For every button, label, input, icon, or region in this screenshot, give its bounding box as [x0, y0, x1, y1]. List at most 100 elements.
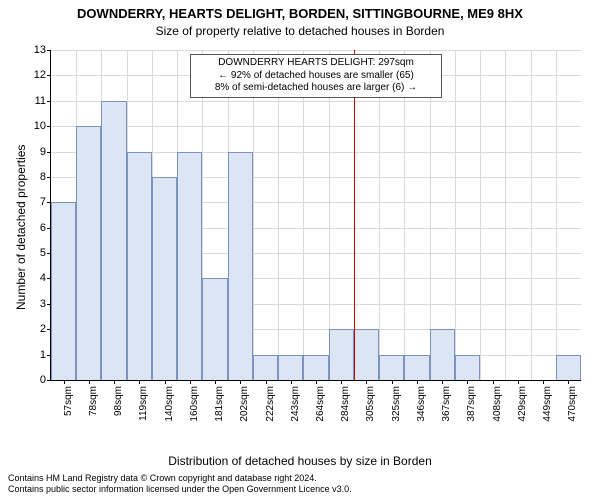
histogram-bar: [127, 152, 152, 380]
chart-subtitle: Size of property relative to detached ho…: [0, 24, 600, 38]
x-tick-mark: [316, 380, 317, 384]
y-tick-mark: [47, 126, 51, 127]
histogram-bar: [101, 101, 126, 380]
y-tick-label: 7: [40, 196, 46, 208]
annotation-line: DOWNDERRY HEARTS DELIGHT: 297sqm: [195, 57, 437, 70]
histogram-bar: [404, 355, 429, 380]
y-tick-label: 10: [34, 120, 46, 132]
x-tick-label: 408sqm: [492, 386, 503, 430]
x-tick-label: 367sqm: [441, 386, 452, 430]
footer-line-2: Contains public sector information licen…: [8, 484, 352, 496]
x-tick-label: 305sqm: [365, 386, 376, 430]
x-tick-label: 429sqm: [517, 386, 528, 430]
annotation-line: ← 92% of detached houses are smaller (65…: [195, 70, 437, 83]
x-tick-mark: [493, 380, 494, 384]
gridline-horizontal: [51, 126, 581, 127]
x-tick-label: 98sqm: [113, 386, 124, 430]
x-tick-mark: [114, 380, 115, 384]
histogram-bar: [253, 355, 278, 380]
histogram-bar: [278, 355, 303, 380]
x-tick-label: 181sqm: [214, 386, 225, 430]
x-tick-label: 57sqm: [63, 386, 74, 430]
histogram-bar: [303, 355, 328, 380]
x-tick-mark: [165, 380, 166, 384]
x-tick-label: 222sqm: [265, 386, 276, 430]
gridline-vertical: [455, 50, 456, 380]
x-tick-label: 264sqm: [315, 386, 326, 430]
y-tick-mark: [47, 50, 51, 51]
x-tick-mark: [568, 380, 569, 384]
y-tick-label: 2: [40, 323, 46, 335]
histogram-bar: [228, 152, 253, 380]
y-tick-mark: [47, 380, 51, 381]
gridline-vertical: [505, 50, 506, 380]
x-tick-mark: [543, 380, 544, 384]
y-tick-label: 11: [35, 95, 46, 107]
histogram-bar: [329, 329, 354, 380]
histogram-bar: [556, 355, 581, 380]
x-tick-mark: [341, 380, 342, 384]
x-tick-label: 119sqm: [138, 386, 149, 430]
y-tick-mark: [47, 101, 51, 102]
x-axis-label: Distribution of detached houses by size …: [0, 454, 600, 468]
x-tick-mark: [215, 380, 216, 384]
x-tick-label: 140sqm: [164, 386, 175, 430]
histogram-bar: [354, 329, 379, 380]
y-tick-label: 12: [34, 69, 46, 81]
histogram-bar: [202, 278, 227, 380]
gridline-vertical: [253, 50, 254, 380]
plot-area: [50, 50, 581, 381]
x-tick-label: 449sqm: [542, 386, 553, 430]
gridline-horizontal: [51, 101, 581, 102]
y-tick-label: 1: [40, 349, 46, 361]
x-tick-label: 78sqm: [88, 386, 99, 430]
gridline-vertical: [303, 50, 304, 380]
footer-text: Contains HM Land Registry data © Crown c…: [8, 473, 352, 496]
x-tick-label: 325sqm: [391, 386, 402, 430]
histogram-bar: [76, 126, 101, 380]
x-tick-label: 243sqm: [290, 386, 301, 430]
x-tick-mark: [240, 380, 241, 384]
x-tick-label: 470sqm: [567, 386, 578, 430]
annotation-box: DOWNDERRY HEARTS DELIGHT: 297sqm← 92% of…: [190, 54, 442, 98]
y-tick-label: 5: [40, 247, 46, 259]
histogram-bar: [152, 177, 177, 380]
gridline-vertical: [404, 50, 405, 380]
x-tick-mark: [89, 380, 90, 384]
x-tick-mark: [139, 380, 140, 384]
annotation-line: 8% of semi-detached houses are larger (6…: [195, 82, 437, 95]
y-axis-label: Number of detached properties: [14, 145, 28, 310]
gridline-vertical: [531, 50, 532, 380]
gridline-vertical: [379, 50, 380, 380]
gridline-horizontal: [51, 50, 581, 51]
x-tick-mark: [518, 380, 519, 384]
x-tick-label: 160sqm: [189, 386, 200, 430]
x-tick-mark: [417, 380, 418, 384]
footer-line-1: Contains HM Land Registry data © Crown c…: [8, 473, 352, 485]
gridline-vertical: [480, 50, 481, 380]
y-tick-mark: [47, 152, 51, 153]
y-tick-mark: [47, 177, 51, 178]
x-tick-mark: [64, 380, 65, 384]
x-tick-label: 387sqm: [466, 386, 477, 430]
x-tick-label: 202sqm: [239, 386, 250, 430]
histogram-bar: [51, 202, 76, 380]
gridline-vertical: [556, 50, 557, 380]
x-tick-mark: [442, 380, 443, 384]
histogram-bar: [455, 355, 480, 380]
y-tick-label: 8: [40, 171, 46, 183]
histogram-bar: [379, 355, 404, 380]
x-tick-label: 284sqm: [340, 386, 351, 430]
histogram-bar: [430, 329, 455, 380]
histogram-bar: [177, 152, 202, 380]
x-tick-mark: [291, 380, 292, 384]
x-tick-mark: [467, 380, 468, 384]
reference-line: [354, 50, 356, 380]
gridline-vertical: [278, 50, 279, 380]
y-tick-label: 3: [40, 298, 46, 310]
x-tick-mark: [366, 380, 367, 384]
x-tick-mark: [266, 380, 267, 384]
y-tick-label: 13: [34, 44, 46, 56]
x-tick-mark: [190, 380, 191, 384]
chart-title: DOWNDERRY, HEARTS DELIGHT, BORDEN, SITTI…: [0, 6, 600, 21]
